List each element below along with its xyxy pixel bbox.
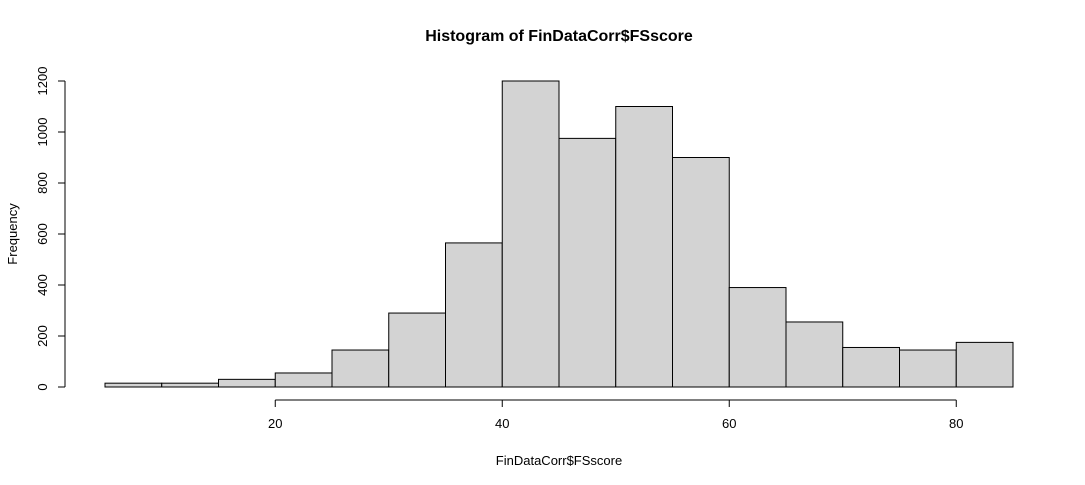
histogram-bar	[501, 80, 560, 388]
histogram-bar	[785, 321, 844, 388]
x-tick-label: 80	[949, 416, 963, 431]
x-axis: 20 40 60 80	[268, 399, 963, 431]
y-tick-label: 1200	[35, 67, 50, 96]
histogram-bar	[331, 349, 390, 388]
x-tick-label: 60	[722, 416, 736, 431]
histogram-bar	[445, 242, 503, 388]
y-tick-label: 400	[35, 274, 50, 296]
y-tick-label: 800	[35, 172, 50, 194]
y-tick-label: 200	[35, 325, 50, 347]
y-tick-label: 0	[35, 383, 50, 390]
y-tick-label: 600	[35, 223, 50, 245]
histogram-bar	[388, 312, 446, 388]
y-axis: 0 200 400 600 800 1000 1200	[35, 67, 66, 391]
histogram-bar	[842, 346, 900, 388]
histogram-bar	[899, 349, 957, 388]
histogram-bar	[218, 378, 276, 388]
histogram-bar	[955, 341, 1014, 388]
x-tick-label: 20	[268, 416, 282, 431]
y-tick-label: 1000	[35, 118, 50, 147]
bars-group	[104, 80, 1014, 388]
histogram-bar	[104, 382, 163, 388]
histogram-bar	[558, 137, 617, 388]
histogram-bar	[161, 382, 219, 388]
histogram-bar	[728, 287, 787, 388]
x-axis-label: FinDataCorr$FSscore	[496, 453, 622, 468]
y-axis-label: Frequency	[5, 203, 20, 265]
histogram-bar	[615, 106, 673, 388]
histogram-bar	[672, 157, 730, 388]
histogram-bar	[274, 372, 333, 388]
x-tick-label: 40	[495, 416, 509, 431]
chart-title: Histogram of FinDataCorr$FSscore	[425, 28, 693, 45]
